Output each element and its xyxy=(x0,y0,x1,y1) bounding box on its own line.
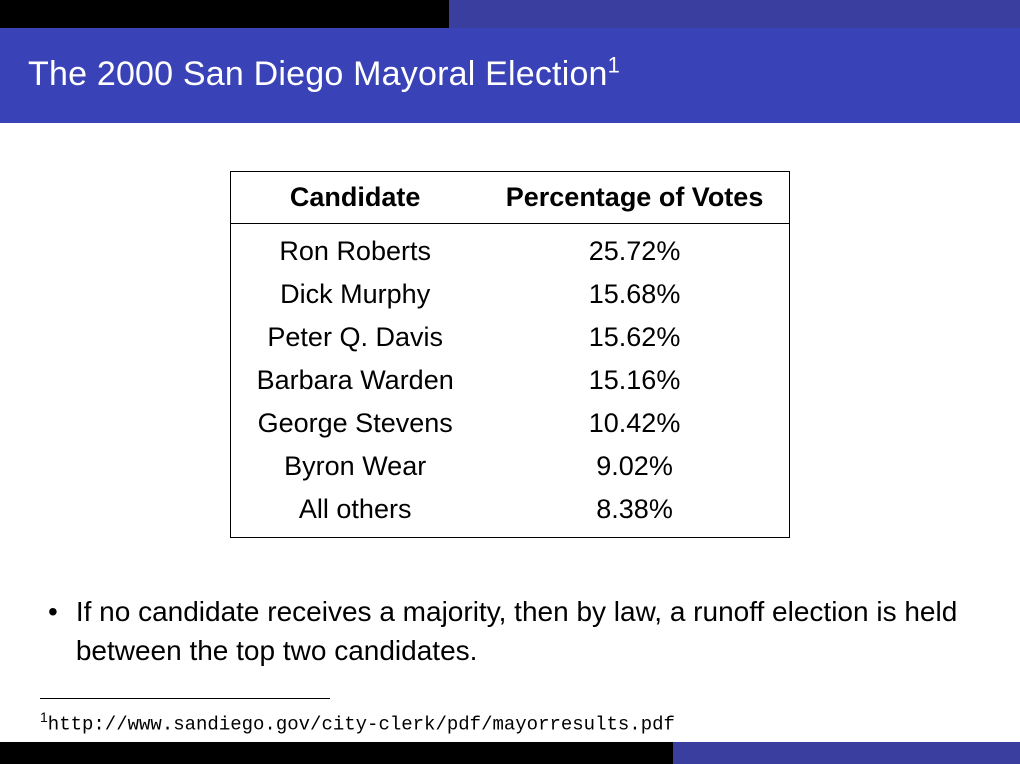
content-area: Candidate Percentage of Votes Ron Robert… xyxy=(0,123,1020,736)
table-row: Ron Roberts 25.72% xyxy=(230,223,790,273)
topbar-segment-black xyxy=(0,0,449,28)
cell-candidate: Ron Roberts xyxy=(230,223,480,273)
cell-percentage: 10.42% xyxy=(480,402,790,445)
cell-percentage: 8.38% xyxy=(480,488,790,538)
table-wrapper: Candidate Percentage of Votes Ron Robert… xyxy=(40,171,980,538)
cell-candidate: Byron Wear xyxy=(230,445,480,488)
results-table: Candidate Percentage of Votes Ron Robert… xyxy=(230,171,791,538)
bullet-text: If no candidate receives a majority, the… xyxy=(76,592,980,670)
col-percentage: Percentage of Votes xyxy=(480,171,790,223)
table-row: Peter Q. Davis 15.62% xyxy=(230,316,790,359)
cell-percentage: 9.02% xyxy=(480,445,790,488)
bullet-marker: • xyxy=(40,592,58,670)
cell-candidate: George Stevens xyxy=(230,402,480,445)
cell-percentage: 25.72% xyxy=(480,223,790,273)
topbar-segment-accent xyxy=(449,0,1020,28)
table-header-row: Candidate Percentage of Votes xyxy=(230,171,790,223)
footnote-url: http://www.sandiego.gov/city-clerk/pdf/m… xyxy=(48,714,675,736)
cell-candidate: All others xyxy=(230,488,480,538)
table-row: Barbara Warden 15.16% xyxy=(230,359,790,402)
cell-percentage: 15.16% xyxy=(480,359,790,402)
bottombar-segment-accent xyxy=(673,742,1020,764)
bullet-item: • If no candidate receives a majority, t… xyxy=(40,592,980,670)
table-row: Byron Wear 9.02% xyxy=(230,445,790,488)
table-row: All others 8.38% xyxy=(230,488,790,538)
table-row: Dick Murphy 15.68% xyxy=(230,273,790,316)
cell-percentage: 15.68% xyxy=(480,273,790,316)
footnote: 1http://www.sandiego.gov/city-clerk/pdf/… xyxy=(40,709,980,735)
bullet-list: • If no candidate receives a majority, t… xyxy=(40,592,980,670)
cell-candidate: Dick Murphy xyxy=(230,273,480,316)
footnote-marker: 1 xyxy=(40,709,48,725)
title-band: The 2000 San Diego Mayoral Election1 xyxy=(0,28,1020,123)
table-row: George Stevens 10.42% xyxy=(230,402,790,445)
page-title: The 2000 San Diego Mayoral Election1 xyxy=(28,54,992,95)
title-text: The 2000 San Diego Mayoral Election xyxy=(28,55,608,93)
title-footnote-marker: 1 xyxy=(608,53,620,78)
cell-percentage: 15.62% xyxy=(480,316,790,359)
cell-candidate: Peter Q. Davis xyxy=(230,316,480,359)
top-bar xyxy=(0,0,1020,28)
cell-candidate: Barbara Warden xyxy=(230,359,480,402)
bottombar-segment-black xyxy=(0,742,673,764)
footnote-rule xyxy=(40,698,330,699)
col-candidate: Candidate xyxy=(230,171,480,223)
bottom-bar xyxy=(0,742,1020,764)
